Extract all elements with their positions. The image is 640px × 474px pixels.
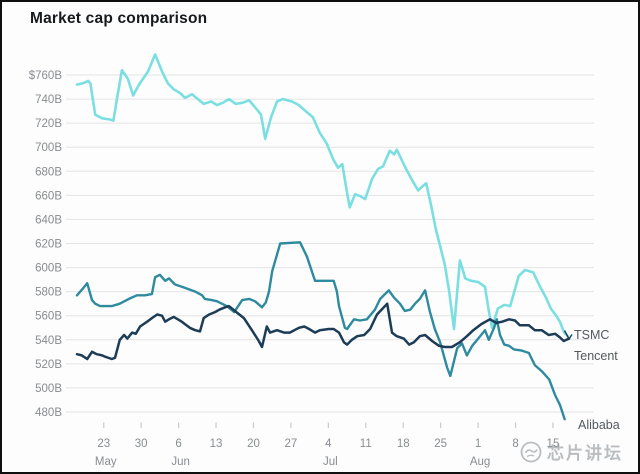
x-axis-label: 23 — [97, 438, 110, 450]
x-axis-label: 20 — [247, 438, 260, 450]
x-axis-label: 30 — [135, 438, 148, 450]
x-axis-month-label: Aug — [470, 456, 490, 468]
y-axis-label: 580B — [35, 287, 62, 299]
series-line-tsmc — [75, 302, 571, 361]
y-axis-label: 720B — [35, 118, 62, 130]
y-axis-label: 500B — [35, 383, 62, 395]
watermark: 芯片讲坛 — [519, 439, 623, 464]
x-axis-label: 27 — [285, 438, 298, 450]
x-axis-label: 15 — [547, 438, 560, 450]
y-axis-label: 740B — [35, 94, 62, 106]
y-axis-label: 520B — [35, 359, 62, 371]
chart-title: Market cap comparison — [30, 10, 208, 27]
x-axis-label: 8 — [512, 438, 518, 450]
x-axis-label: 18 — [397, 438, 410, 450]
series-label-alibaba: Alibaba — [578, 418, 620, 432]
y-axis-label: $760B — [29, 70, 63, 82]
tsmc-label-pointer — [563, 330, 573, 341]
y-axis-label: 540B — [35, 335, 62, 347]
watermark-logo-icon — [520, 441, 542, 462]
y-axis-label: 560B — [35, 311, 62, 323]
x-axis-label: 1 — [475, 438, 481, 450]
series-line-alibaba — [75, 241, 566, 421]
series-label-tencent: Tencent — [574, 349, 618, 363]
watermark-text: 芯片讲坛 — [547, 444, 623, 463]
y-axis-label: 680B — [35, 166, 62, 178]
x-axis-label: 25 — [434, 438, 447, 450]
y-axis-label: 700B — [35, 142, 62, 154]
series-line-tencent — [75, 53, 570, 338]
y-axis-label: 660B — [35, 190, 62, 202]
y-axis-label: 480B — [35, 407, 62, 419]
series-label-tsmc: TSMC — [574, 328, 610, 342]
y-axis-label: 640B — [35, 214, 62, 226]
y-axis-label: 620B — [35, 239, 62, 251]
x-axis-label: 13 — [210, 438, 223, 450]
x-axis-label: 11 — [360, 438, 372, 450]
x-axis-month-label: Jul — [323, 456, 338, 468]
x-axis-month-label: Jun — [171, 456, 190, 468]
x-axis-label: 6 — [175, 438, 181, 450]
x-axis-label: 4 — [325, 438, 332, 450]
y-axis-label: 600B — [35, 263, 62, 275]
x-axis-month-label: May — [95, 456, 117, 468]
